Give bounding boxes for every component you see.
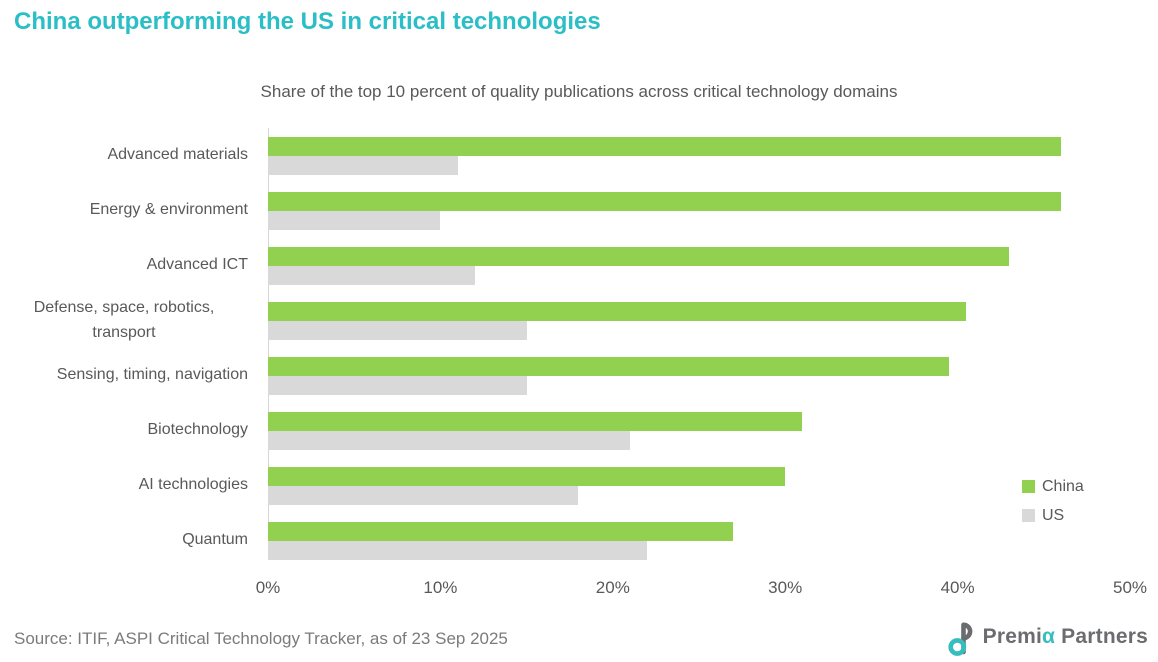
category-label-text: Sensing, timing, navigation — [56, 366, 248, 384]
x-axis-tick-label: 0% — [255, 578, 281, 597]
logo-text-alpha: α — [1042, 625, 1056, 648]
bar-chart: Advanced materials Energy & environment Ad… — [0, 128, 1158, 613]
bar-pair — [268, 301, 967, 340]
y-axis-line — [268, 128, 269, 559]
bar-pair — [268, 466, 786, 505]
category-label-text: AI technologies — [138, 476, 248, 494]
category-label-text: Advanced materials — [107, 146, 248, 164]
legend-item-us: US — [1022, 501, 1084, 530]
bar-china — [268, 191, 1062, 211]
category-label: AI technologies — [0, 473, 268, 498]
chart-row: Advanced ICT — [0, 238, 1158, 293]
category-label-text: Energy & environment — [89, 201, 248, 219]
chart-legend: China US — [1022, 472, 1084, 530]
category-label: Sensing, timing, navigation — [0, 363, 268, 388]
bar-pair — [268, 356, 949, 395]
category-label-text: Quantum — [182, 531, 248, 549]
premia-logo-icon — [948, 622, 973, 656]
category-label: Energy & environment — [0, 198, 268, 223]
bar-us — [268, 430, 631, 450]
legend-label: US — [1042, 506, 1065, 524]
bar-rows: Advanced materials Energy & environment Ad… — [0, 128, 1158, 568]
bar-pair — [268, 191, 1062, 230]
chart-subtitle: Share of the top 10 percent of quality p… — [260, 82, 898, 101]
chart-row: Quantum — [0, 513, 1158, 568]
legend-item-china: China — [1022, 472, 1084, 501]
bar-us — [268, 485, 579, 505]
category-label: Biotechnology — [0, 418, 268, 443]
chart-row: Defense, space, robotics, transport — [0, 293, 1158, 348]
chart-row: Energy & environment — [0, 183, 1158, 238]
x-axis-tick-label: 40% — [940, 578, 975, 597]
x-axis-tick-label: 30% — [768, 578, 803, 597]
logo-text-partners: Partners — [1055, 625, 1148, 648]
premia-partners-logo: Premiα Partners — [948, 618, 1148, 656]
bar-pair — [268, 136, 1062, 175]
bar-china — [268, 521, 734, 541]
chart-row: AI technologies — [0, 458, 1158, 513]
bar-china — [268, 466, 786, 486]
logo-text-premi: Premi — [982, 625, 1043, 648]
category-label: Advanced materials — [0, 143, 268, 168]
bar-us — [268, 265, 475, 285]
category-label: Defense, space, robotics, transport — [0, 296, 268, 346]
category-label-text: Advanced ICT — [146, 256, 248, 274]
bar-china — [268, 246, 1010, 266]
category-label-text: Biotechnology — [147, 421, 248, 439]
x-axis-tick-label: 10% — [423, 578, 458, 597]
source-note: Source: ITIF, ASPI Critical Technology T… — [14, 629, 508, 648]
category-label: Advanced ICT — [0, 253, 268, 278]
bar-pair — [268, 411, 803, 450]
chart-row: Advanced materials — [0, 128, 1158, 183]
bar-us — [268, 540, 648, 560]
x-axis-tick-label: 20% — [595, 578, 630, 597]
premia-logo-text: Premiα Partners — [983, 625, 1148, 649]
legend-swatch-china — [1022, 480, 1035, 493]
bar-china — [268, 301, 967, 321]
bar-pair — [268, 521, 734, 560]
category-label-text: Defense, space, robotics, transport — [33, 298, 215, 341]
page-title: China outperforming the US in critical t… — [14, 8, 601, 35]
chart-row: Biotechnology — [0, 403, 1158, 458]
bar-us — [268, 210, 441, 230]
bar-china — [268, 411, 803, 431]
bar-china — [268, 136, 1062, 156]
bar-us — [268, 375, 527, 395]
legend-swatch-us — [1022, 509, 1035, 522]
bar-us — [268, 155, 458, 175]
bar-us — [268, 320, 527, 340]
bar-pair — [268, 246, 1010, 285]
chart-row: Sensing, timing, navigation — [0, 348, 1158, 403]
category-label: Quantum — [0, 528, 268, 553]
x-axis: 0% 10% 20% 30% 40% 50% — [0, 578, 1158, 602]
x-axis-tick-label: 50% — [1112, 578, 1148, 597]
bar-china — [268, 356, 949, 376]
legend-label: China — [1042, 477, 1084, 495]
